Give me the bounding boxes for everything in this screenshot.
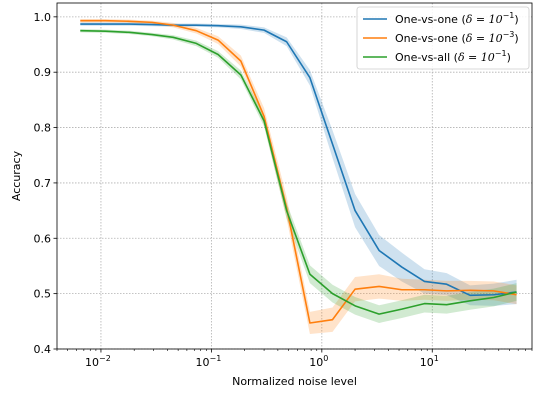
y-tick-label: 0.8 <box>34 122 52 135</box>
legend-entry-prefix: One-vs-one ( <box>395 32 466 45</box>
series-line-2 <box>80 19 517 324</box>
legend: One-vs-one (δ = 10−1)One-vs-one (δ = 10−… <box>356 6 530 70</box>
legend-entry-exponent: −3 <box>503 30 515 39</box>
y-tick-label: 0.5 <box>34 288 52 301</box>
x-tick-label: 10−2 <box>85 354 111 369</box>
legend-entry-exponent: −1 <box>495 49 507 58</box>
x-tick-exponent: −2 <box>99 354 111 363</box>
series-line-3 <box>80 29 517 315</box>
y-axis-label: Accuracy <box>10 150 23 201</box>
confidence-bands <box>80 19 517 335</box>
y-tick-label: 0.9 <box>34 66 52 79</box>
legend-entry-math: δ = 10 <box>458 51 495 64</box>
legend-box <box>356 6 530 70</box>
legend-entry-1: One-vs-one (δ = 10−1) <box>395 11 519 26</box>
legend-entry-2: One-vs-one (δ = 10−3) <box>395 30 519 45</box>
y-tick-label: 0.4 <box>34 343 52 356</box>
x-tick-base: 10 <box>420 356 434 369</box>
legend-entry-math: δ = 10 <box>466 32 503 45</box>
series-lines <box>80 19 517 324</box>
series-band-3 <box>80 29 517 323</box>
axis-ticks: 0.40.50.60.70.80.91.010−2 10−1 100 101 <box>34 11 533 369</box>
x-tick-label: 100 <box>309 354 328 369</box>
series-line-1 <box>80 23 517 297</box>
x-tick-exponent: 0 <box>323 354 328 363</box>
x-tick-base: 10 <box>195 356 209 369</box>
x-axis-label: Normalized noise level <box>232 375 357 388</box>
grid-lines <box>57 3 532 350</box>
x-tick-label: 10−1 <box>195 354 221 369</box>
legend-entry-exponent: −1 <box>503 11 515 20</box>
y-tick-label: 1.0 <box>34 11 52 24</box>
x-tick-label: 101 <box>420 354 439 369</box>
x-tick-base: 10 <box>85 356 99 369</box>
x-tick-base: 10 <box>309 356 323 369</box>
y-tick-label: 0.7 <box>34 177 52 190</box>
legend-entry-3: One-vs-all (δ = 10−1) <box>395 49 511 64</box>
legend-entry-math: δ = 10 <box>466 13 503 26</box>
x-tick-exponent: 1 <box>434 354 439 363</box>
plot-frame <box>56 2 533 350</box>
x-tick-exponent: −1 <box>209 354 221 363</box>
legend-entry-prefix: One-vs-all ( <box>395 51 458 64</box>
legend-entry-suffix: ) <box>514 13 518 26</box>
y-tick-label: 0.6 <box>34 232 52 245</box>
legend-entry-suffix: ) <box>514 32 518 45</box>
legend-entry-prefix: One-vs-one ( <box>395 13 466 26</box>
series-band-2 <box>80 19 517 335</box>
legend-entry-suffix: ) <box>507 51 511 64</box>
